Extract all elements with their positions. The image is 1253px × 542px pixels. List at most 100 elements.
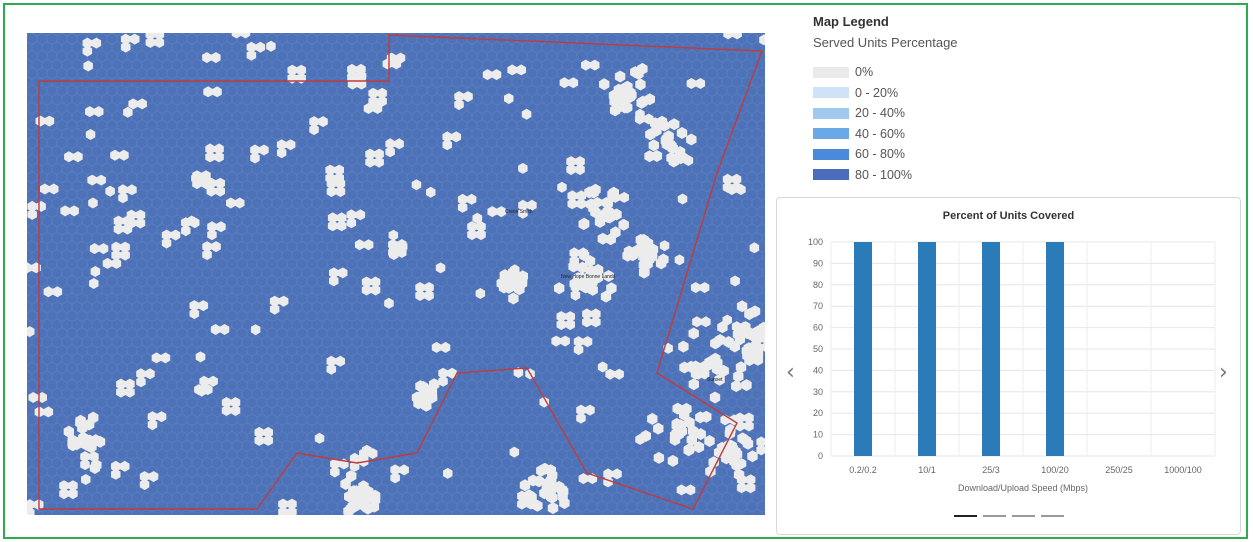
uncovered-hex: [278, 498, 288, 510]
uncovered-hex: [278, 295, 289, 307]
uncovered-hex: [64, 151, 74, 163]
uncovered-hex: [688, 378, 699, 391]
uncovered-hex: [517, 498, 527, 510]
uncovered-hex: [619, 191, 629, 203]
uncovered-hex: [687, 425, 699, 438]
uncovered-hex: [718, 364, 729, 377]
uncovered-hex: [701, 316, 711, 328]
uncovered-hex: [37, 392, 47, 403]
uncovered-hex: [28, 392, 38, 403]
uncovered-hex: [98, 243, 109, 255]
legend-swatch: [813, 128, 849, 140]
uncovered-hex: [533, 475, 545, 488]
uncovered-hex: [89, 462, 101, 474]
carousel-dot[interactable]: [1041, 515, 1064, 517]
uncovered-hex: [736, 300, 748, 313]
uncovered-hex: [527, 199, 537, 211]
uncovered-hex: [80, 459, 90, 471]
uncovered-hex: [457, 193, 468, 205]
uncovered-hex: [722, 173, 733, 185]
uncovered-hex: [640, 430, 651, 442]
uncovered-hex: [160, 352, 171, 364]
uncovered-hex: [717, 321, 728, 334]
uncovered-hex: [110, 149, 120, 161]
uncovered-hex: [659, 240, 670, 252]
uncovered-hex: [374, 156, 384, 168]
uncovered-hex: [539, 396, 549, 408]
uncovered-hex: [207, 229, 217, 241]
uncovered-hex: [725, 423, 736, 436]
uncovered-hex: [139, 471, 150, 483]
uncovered-hex: [368, 95, 378, 107]
uncovered-hex: [363, 239, 374, 251]
uncovered-hex: [576, 412, 586, 424]
x-tick-label: 0.2/0.2: [849, 465, 877, 475]
uncovered-hex: [365, 148, 375, 160]
bar[interactable]: [918, 242, 936, 456]
y-tick-label: 50: [813, 344, 823, 354]
carousel-dot[interactable]: [1012, 515, 1035, 517]
chevron-right-icon[interactable]: ›: [1219, 360, 1228, 385]
uncovered-hex: [329, 267, 339, 279]
uncovered-hex: [384, 297, 394, 309]
legend-label: 20 - 40%: [855, 106, 906, 121]
uncovered-hex: [424, 282, 434, 293]
uncovered-hex: [365, 156, 375, 168]
uncovered-hex: [590, 206, 601, 219]
carousel-dot[interactable]: [983, 515, 1006, 517]
uncovered-hex: [394, 138, 404, 150]
uncovered-hex: [125, 386, 135, 398]
bar[interactable]: [854, 242, 872, 456]
uncovered-hex: [521, 108, 532, 120]
uncovered-hex: [226, 197, 236, 209]
map-canvas[interactable]: New Hope Bonne Lands Creek Smith Sunset: [27, 33, 765, 515]
uncovered-hex: [369, 494, 381, 506]
uncovered-hex: [336, 212, 347, 224]
uncovered-hex: [426, 186, 436, 198]
map-legend: Map Legend Served Units Percentage 0% 0 …: [813, 14, 1033, 185]
uncovered-hex: [759, 34, 765, 46]
uncovered-hex: [246, 41, 257, 53]
uncovered-hex: [467, 221, 477, 233]
uncovered-hex: [438, 375, 448, 387]
uncovered-hex: [276, 147, 287, 159]
bar[interactable]: [1046, 242, 1064, 456]
uncovered-hex: [635, 233, 646, 246]
carousel-dot[interactable]: [954, 515, 977, 517]
uncovered-hex: [699, 282, 710, 294]
uncovered-hex: [355, 209, 366, 221]
uncovered-hex: [60, 205, 70, 217]
uncovered-hex: [370, 284, 381, 296]
uncovered-hex: [202, 52, 212, 64]
coverage-map[interactable]: New Hope Bonne Lands Creek Smith Sunset: [27, 33, 765, 515]
uncovered-hex: [637, 246, 648, 259]
bar[interactable]: [982, 242, 1000, 456]
uncovered-hex: [287, 64, 297, 76]
uncovered-hex: [210, 324, 221, 335]
uncovered-hex: [75, 416, 86, 429]
uncovered-hex: [126, 209, 137, 221]
uncovered-hex: [202, 249, 212, 261]
uncovered-hex: [647, 243, 659, 256]
uncovered-hex: [597, 361, 608, 373]
x-tick-label: 10/1: [918, 465, 936, 475]
uncovered-hex: [466, 193, 477, 205]
uncovered-hex: [575, 156, 585, 168]
uncovered-hex: [547, 502, 559, 515]
uncovered-hex: [560, 335, 570, 347]
uncovered-hex: [635, 78, 646, 91]
uncovered-hex: [714, 334, 726, 346]
uncovered-hex: [151, 352, 162, 364]
chevron-left-icon[interactable]: ‹: [786, 360, 795, 385]
uncovered-hex: [123, 106, 133, 118]
uncovered-hex: [475, 288, 486, 299]
uncovered-hex: [398, 241, 408, 253]
uncovered-hex: [111, 249, 121, 261]
uncovered-hex: [356, 71, 366, 83]
uncovered-hex: [94, 106, 104, 118]
uncovered-hex: [212, 86, 222, 98]
uncovered-hex: [744, 420, 754, 432]
uncovered-hex: [472, 212, 483, 224]
uncovered-hex: [43, 286, 54, 298]
uncovered-hex: [82, 45, 93, 57]
